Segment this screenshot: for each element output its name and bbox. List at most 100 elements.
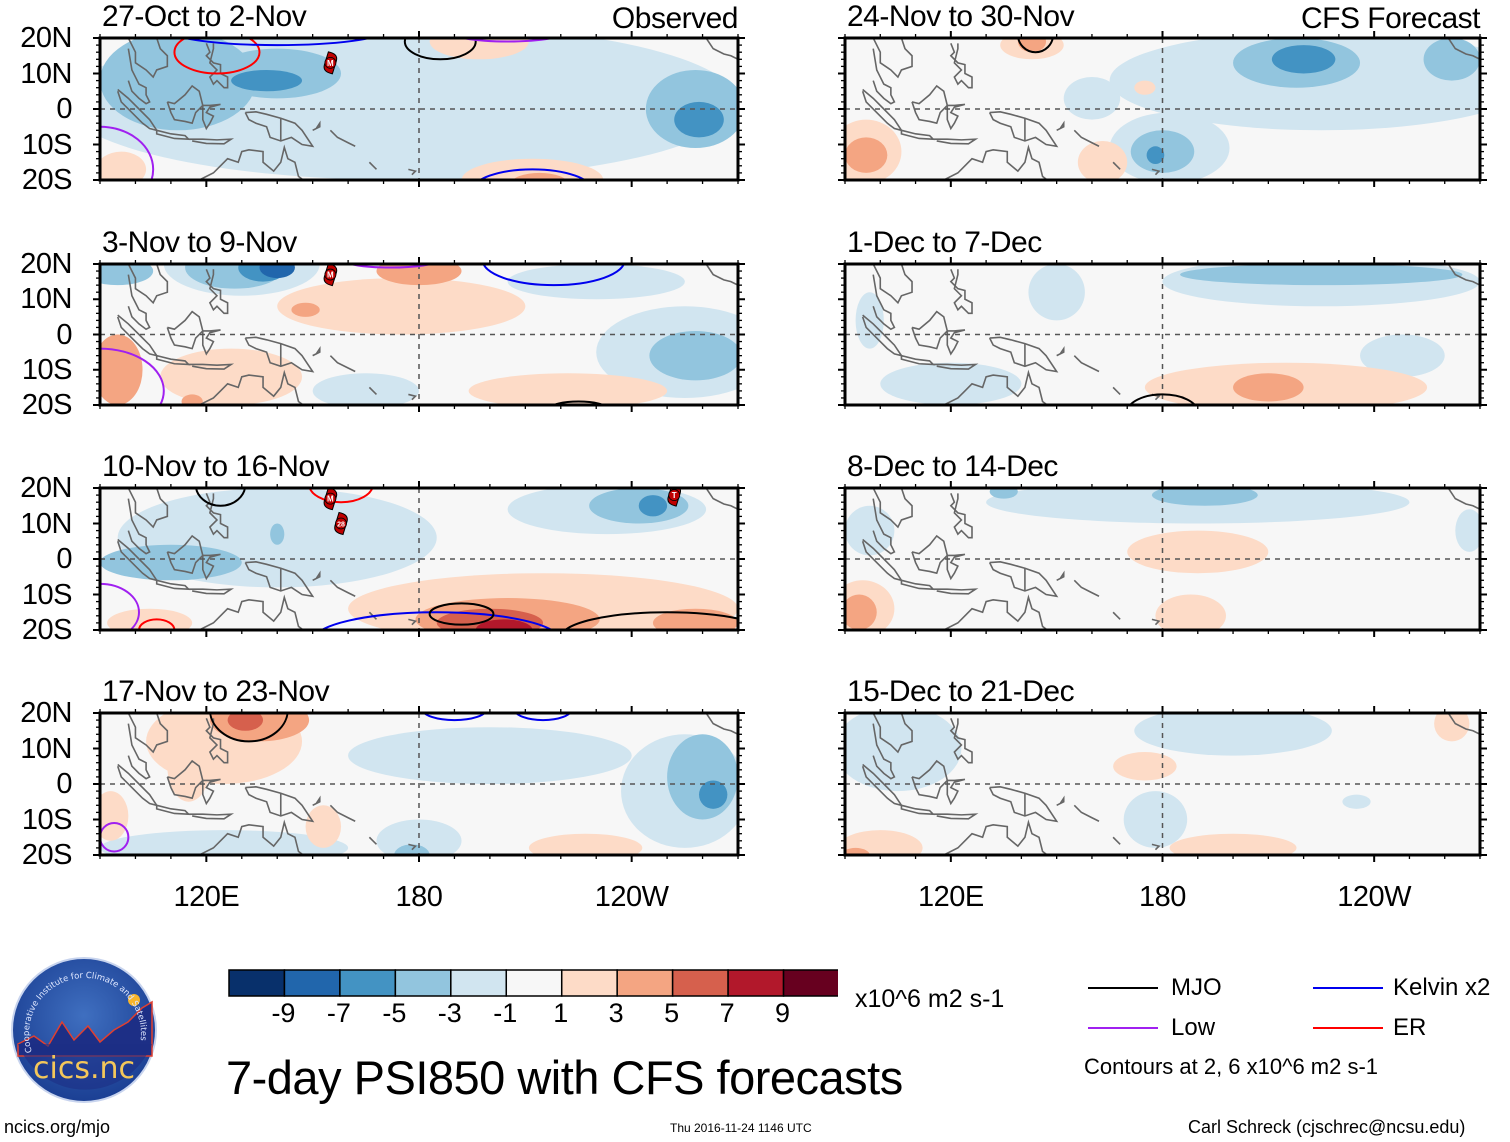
contour-note: Contours at 2, 6 x10^6 m2 s-1 (1084, 1054, 1379, 1079)
coastline (933, 588, 979, 595)
colorbar-tick-label: -7 (326, 998, 351, 1028)
positive-anomaly (652, 608, 738, 630)
coastline (127, 723, 151, 780)
y-tick-label: 10S (21, 578, 73, 611)
svg-text:M: M (327, 495, 334, 504)
coastline (368, 161, 378, 170)
coastline (933, 363, 979, 370)
coastline (861, 88, 904, 132)
coastline (127, 713, 169, 754)
er-contour (173, 38, 261, 75)
coastline (988, 111, 1059, 148)
tropical-cyclone-icon: M (323, 264, 338, 287)
negative-anomaly (1063, 77, 1121, 120)
panel-title: 24-Nov to 30-Nov (847, 0, 1075, 33)
mjo-contour (428, 602, 495, 626)
coastline (872, 274, 896, 331)
coastline (205, 43, 229, 89)
coastline (244, 111, 315, 148)
tropical-cyclone-icon: M (323, 488, 338, 511)
anomaly-layer (845, 713, 1480, 855)
coastline (201, 553, 221, 581)
coastline (941, 594, 1049, 630)
map-panel (838, 706, 1487, 862)
colorbar-swatch (560, 969, 618, 997)
er-contour (308, 488, 374, 504)
y-tick-label: 20N (20, 248, 72, 280)
negative-anomaly (674, 101, 724, 138)
svg-text:T: T (672, 491, 677, 500)
low-contour (100, 582, 140, 630)
legend-label-mjo: MJO (1171, 974, 1222, 1001)
x-tick-label: 120W (594, 881, 669, 913)
positive-anomaly (1017, 38, 1047, 53)
y-tick-label: 20N (20, 697, 72, 729)
negative-anomaly (638, 495, 668, 517)
anomaly-layer (845, 264, 1480, 405)
coastline (197, 369, 305, 405)
coastline (988, 561, 1059, 598)
website-link[interactable]: ncics.org/mjo (4, 1117, 111, 1137)
negative-anomaly (1455, 509, 1480, 552)
negative-anomaly (667, 734, 738, 820)
coastline (705, 713, 738, 736)
x-tick-label: 120E (173, 881, 240, 913)
coastline (188, 588, 235, 595)
svg-text:M: M (327, 271, 334, 280)
positive-anomaly (107, 608, 193, 630)
colorbar-tick-label: 7 (719, 998, 735, 1028)
positive-anomaly (291, 302, 320, 317)
panel-title: 1-Dec to 7-Dec (847, 226, 1042, 259)
coastline (933, 813, 979, 820)
x-tick-label: 180 (395, 881, 443, 913)
positive-anomaly (845, 847, 870, 855)
coastline (368, 386, 378, 395)
positive-anomaly (429, 38, 529, 60)
colorbar-tick-label: 9 (775, 998, 791, 1028)
coastline (408, 618, 418, 626)
negative-anomaly (845, 505, 895, 556)
observed-tag: Observed (611, 2, 739, 35)
negative-anomaly (394, 844, 430, 855)
mjo-contour (551, 400, 606, 405)
kelvin-contour (422, 713, 486, 722)
colorbar-swatch (283, 969, 341, 997)
coastline (988, 786, 1059, 823)
low-contour (100, 347, 165, 405)
coastline (933, 138, 979, 145)
negative-anomaly (100, 38, 256, 131)
colorbar-swatch (450, 969, 508, 997)
negative-anomaly (880, 362, 1022, 405)
anomaly-layer (845, 38, 1480, 180)
coastline (127, 48, 151, 105)
negative-anomaly (312, 373, 419, 405)
coastline (1151, 168, 1161, 176)
coastline (861, 314, 904, 357)
tropical-cyclone-icon: M (323, 51, 338, 75)
colorbar-tick-label: -3 (437, 998, 462, 1028)
coastline (946, 778, 966, 806)
coastline (166, 759, 204, 800)
positive-anomaly (100, 151, 147, 180)
mjo-contour (403, 38, 477, 61)
cics-logo: Cooperative Institute for Climate and Sa… (11, 957, 157, 1103)
map-panel: M (93, 31, 745, 187)
positive-anomaly (845, 137, 888, 173)
positive-anomaly (1127, 530, 1269, 574)
negative-anomaly (348, 727, 632, 784)
coastline (949, 43, 973, 89)
y-tick-label: 20N (20, 472, 72, 504)
coastline (911, 759, 949, 800)
coastline (244, 786, 315, 823)
colorbar-tick-label: -1 (493, 998, 518, 1028)
negative-anomaly (1342, 794, 1371, 809)
positive-anomaly (1233, 373, 1304, 402)
coastline (205, 493, 229, 539)
negative-anomaly (270, 523, 285, 545)
coastline (188, 138, 235, 145)
coastline (1073, 355, 1100, 373)
y-tick-label: 10N (20, 732, 72, 765)
negative-anomaly (100, 830, 349, 855)
tropical-cyclone-icon: T (667, 488, 682, 507)
